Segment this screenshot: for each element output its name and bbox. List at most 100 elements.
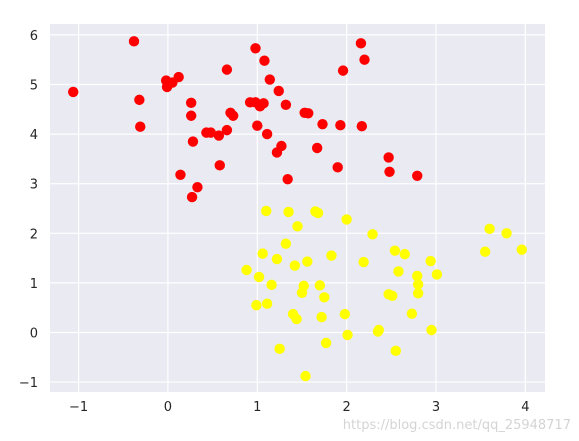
red-point: [259, 55, 270, 66]
x-tick-label: 0: [164, 400, 172, 415]
yellow-point: [253, 271, 265, 283]
yellow-point: [261, 298, 273, 309]
red-point: [186, 191, 198, 203]
red-point: [258, 98, 269, 109]
y-axis-tick-labels: −1 0 1 2 3 4 5 6: [19, 29, 38, 391]
yellow-point: [516, 244, 527, 255]
red-point: [356, 120, 368, 132]
yellow-point: [373, 324, 385, 336]
data-points: [68, 36, 527, 382]
y-tick-label: 6: [30, 29, 38, 44]
yellow-point: [271, 253, 283, 265]
red-point: [303, 108, 314, 119]
yellow-point: [319, 292, 330, 303]
yellow-point: [412, 279, 424, 290]
yellow-point: [320, 337, 332, 349]
red-point: [276, 140, 287, 152]
x-tick-label: 3: [432, 400, 440, 415]
red-point: [185, 97, 197, 109]
yellow-point: [300, 370, 311, 382]
red-point: [412, 170, 423, 181]
red-point: [185, 110, 197, 121]
yellow-point: [358, 256, 369, 268]
yellow-point: [367, 229, 378, 240]
yellow-point: [326, 250, 337, 261]
yellow-point: [339, 308, 351, 320]
yellow-point: [283, 206, 294, 218]
yellow-point: [412, 270, 423, 282]
red-point: [68, 86, 79, 98]
red-point: [187, 136, 199, 147]
yellow-point: [280, 238, 292, 249]
y-tick-label: 0: [30, 326, 38, 341]
yellow-point: [291, 313, 302, 325]
watermark-text: https://blog.csdn.net/qq_25948717: [342, 418, 571, 433]
red-point: [173, 71, 184, 83]
y-tick-label: 3: [30, 178, 38, 193]
y-tick-label: −1: [19, 376, 38, 391]
red-point: [221, 64, 233, 75]
y-tick-label: 4: [30, 128, 38, 143]
red-point: [214, 160, 225, 171]
red-point: [332, 162, 343, 173]
red-point: [359, 54, 370, 65]
grid-lines: [50, 24, 545, 392]
y-tick-label: 5: [30, 79, 38, 94]
yellow-point: [412, 288, 424, 299]
y-tick-label: 2: [30, 227, 38, 242]
yellow-point: [406, 308, 418, 319]
x-tick-label: −1: [69, 400, 88, 415]
red-point: [135, 121, 146, 132]
x-tick-label: 1: [253, 400, 261, 415]
x-axis-tick-labels: −1 0 1 2 3 4: [69, 400, 529, 415]
red-point: [335, 119, 346, 131]
yellow-point: [426, 324, 437, 336]
red-point: [264, 74, 276, 85]
yellow-point: [292, 221, 303, 232]
yellow-point: [479, 246, 491, 257]
red-point: [261, 128, 273, 140]
red-point: [337, 65, 349, 76]
yellow-point: [251, 300, 262, 311]
yellow-point: [341, 214, 352, 225]
y-tick-label: 1: [30, 277, 38, 292]
yellow-point: [289, 260, 301, 271]
red-point: [250, 43, 261, 54]
red-point: [175, 169, 186, 180]
yellow-point: [312, 207, 324, 219]
yellow-point: [314, 280, 326, 291]
red-point: [317, 118, 328, 130]
yellow-point: [316, 311, 327, 323]
yellow-point: [389, 245, 401, 256]
red-point: [252, 120, 263, 131]
red-point: [205, 127, 217, 138]
yellow-point: [393, 266, 404, 277]
yellow-point: [501, 228, 512, 239]
red-point: [384, 166, 395, 177]
yellow-point: [425, 255, 436, 267]
yellow-point: [266, 279, 277, 291]
yellow-point: [257, 248, 268, 259]
plot-area: [50, 24, 545, 392]
yellow-point: [298, 280, 309, 292]
red-point: [134, 94, 145, 106]
x-tick-label: 2: [343, 400, 351, 415]
yellow-point: [342, 329, 353, 341]
red-point: [213, 130, 225, 141]
red-point: [227, 110, 239, 121]
red-point: [355, 38, 367, 49]
red-point: [273, 85, 284, 97]
yellow-point: [390, 345, 401, 357]
yellow-point: [302, 256, 313, 267]
yellow-point: [241, 264, 252, 276]
yellow-point: [484, 223, 495, 235]
red-point: [280, 99, 292, 111]
red-point: [311, 142, 323, 154]
yellow-point: [261, 205, 272, 217]
yellow-point: [387, 290, 398, 301]
red-point: [192, 181, 203, 193]
red-point: [282, 174, 293, 185]
x-tick-label: 4: [521, 400, 529, 415]
red-point: [383, 152, 394, 163]
